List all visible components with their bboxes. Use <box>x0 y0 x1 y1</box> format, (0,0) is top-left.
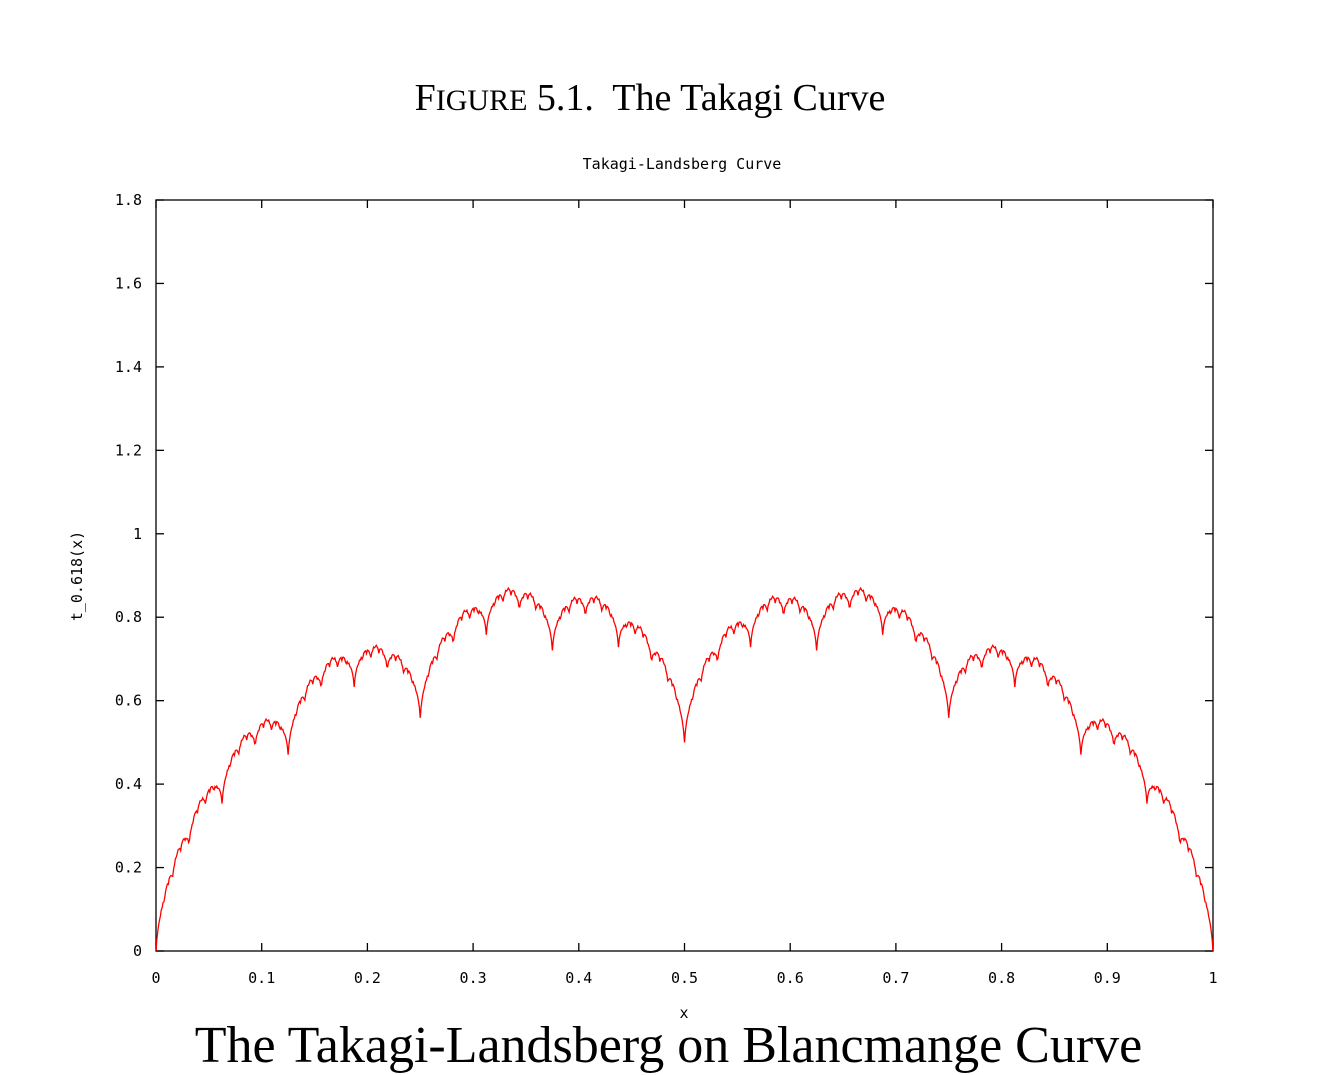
x-tick-label: 1 <box>1208 969 1217 987</box>
y-tick-label: 0.4 <box>115 775 142 793</box>
x-axis-label: x <box>679 1004 688 1022</box>
x-tick-label: 0.3 <box>460 969 487 987</box>
series-line <box>155 586 1214 952</box>
y-tick-label: 1.6 <box>115 274 142 292</box>
figure-label-initial: F <box>414 77 436 119</box>
y-tick-label: 0.8 <box>115 608 142 626</box>
x-tick-label: 0.6 <box>777 969 804 987</box>
x-tick-label: 0.9 <box>1094 969 1121 987</box>
bottom-caption: The Takagi-Landsberg on Blancmange Curve <box>194 1017 1143 1074</box>
plot-frame <box>155 199 1214 952</box>
y-tick-label: 1.4 <box>115 358 142 376</box>
figure-label-rest: IGURE <box>435 84 528 117</box>
x-tick-label: 0.8 <box>988 969 1015 987</box>
y-axis-label: t_0.618(x) <box>68 531 86 621</box>
chart-title: Takagi-Landsberg Curve <box>583 155 782 173</box>
y-tick-label: 0 <box>133 942 142 960</box>
y-tick-label: 1.2 <box>115 441 142 459</box>
x-tick-label: 0.5 <box>671 969 698 987</box>
x-tick-label: 0.4 <box>565 969 592 987</box>
takagi-chart: Takagi-Landsberg Curve 0 0.1 0.2 0.3 0.4 0.5 0… <box>68 155 1218 1022</box>
x-tick-label: 0.2 <box>354 969 381 987</box>
figure-number: 5.1. <box>536 77 594 119</box>
y-tick-label: 1.8 <box>115 191 142 209</box>
y-tick-label: 0.2 <box>115 859 142 877</box>
figure-caption: FIGURE 5.1. The Takagi Curve <box>0 76 1300 120</box>
x-tick-label: 0 <box>151 969 160 987</box>
y-tick-label: 1 <box>133 525 142 543</box>
y-tick-label: 0.6 <box>115 692 142 710</box>
x-tick-label: 0.7 <box>882 969 909 987</box>
axis-ticks: 0 0.1 0.2 0.3 0.4 0.5 0.6 0.7 0.8 0.9 1 0 0.2 0.4 0.6 0… <box>115 191 1218 987</box>
figure-title: The Takagi Curve <box>612 77 886 119</box>
x-tick-label: 0.1 <box>248 969 275 987</box>
